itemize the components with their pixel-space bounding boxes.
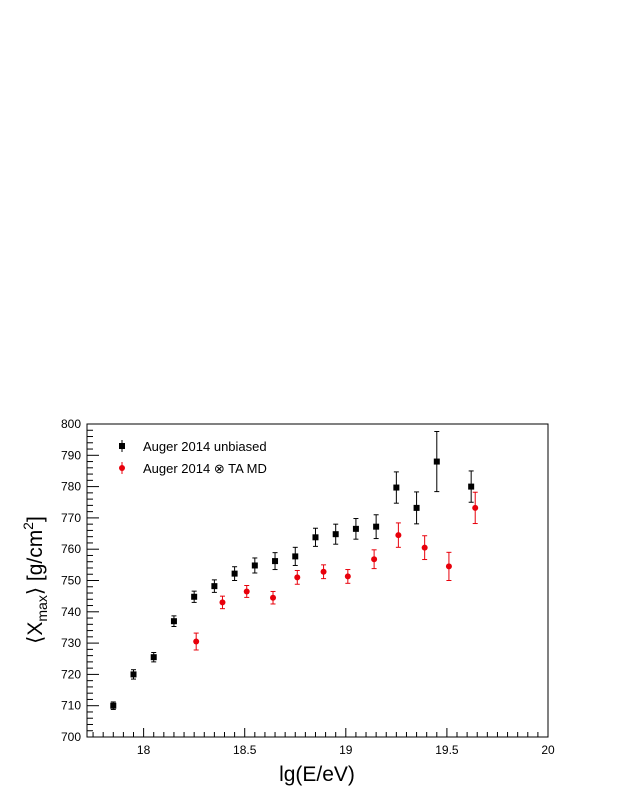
data-point-square bbox=[433, 458, 440, 465]
data-point-square bbox=[373, 523, 380, 530]
y-tick-label: 760 bbox=[61, 542, 81, 556]
data-point-square bbox=[332, 531, 339, 538]
y-tick-label: 720 bbox=[61, 667, 81, 681]
data-point-circle bbox=[371, 556, 378, 563]
data-point-square bbox=[211, 583, 218, 590]
data-point-circle bbox=[445, 563, 452, 570]
x-tick-label: 18.5 bbox=[233, 743, 257, 757]
data-point-square bbox=[251, 562, 258, 569]
y-tick-label: 750 bbox=[61, 574, 81, 588]
x-tick-label: 20 bbox=[541, 743, 555, 757]
data-point-square bbox=[352, 525, 359, 532]
data-point-circle bbox=[270, 594, 277, 601]
data-point-square bbox=[312, 534, 319, 541]
y-tick-label: 710 bbox=[61, 699, 81, 713]
legend-label-auger-ta-md: Auger 2014 ⊗ TA MD bbox=[143, 461, 267, 476]
data-point-square bbox=[468, 483, 475, 490]
legend-label-auger-unbiased: Auger 2014 unbiased bbox=[143, 439, 267, 454]
x-tick-label: 18 bbox=[137, 743, 151, 757]
data-point-square bbox=[413, 504, 420, 511]
y-tick-label: 800 bbox=[61, 417, 81, 431]
data-point-circle bbox=[421, 544, 428, 551]
data-point-square bbox=[292, 553, 299, 560]
y-tick-label: 700 bbox=[61, 730, 81, 744]
y-tick-label: 730 bbox=[61, 636, 81, 650]
legend-marker-auger-unbiased bbox=[119, 440, 125, 452]
axis-ticks bbox=[87, 423, 549, 738]
data-markers bbox=[110, 458, 479, 709]
data-point-circle bbox=[294, 574, 301, 581]
legend-symbol bbox=[119, 443, 125, 449]
data-point-square bbox=[170, 618, 177, 625]
data-point-square bbox=[231, 570, 238, 577]
legend: Auger 2014 unbiased Auger 2014 ⊗ TA MD bbox=[119, 439, 267, 476]
axis-tick-labels: 18 18.5 19 19.5 20 700 710 720 730 740 750 760 770 78… bbox=[61, 417, 555, 757]
data-point-square bbox=[150, 654, 157, 661]
x-tick-label: 19 bbox=[339, 743, 353, 757]
data-point-circle bbox=[472, 504, 479, 511]
data-point-circle bbox=[193, 638, 200, 645]
y-tick-label: 770 bbox=[61, 511, 81, 525]
data-point-circle bbox=[344, 573, 351, 580]
data-point-square bbox=[191, 593, 198, 600]
data-point-square bbox=[393, 484, 400, 491]
x-tick-label: 19.5 bbox=[435, 743, 459, 757]
data-point-circle bbox=[219, 599, 226, 606]
data-point-circle bbox=[320, 568, 327, 575]
y-axis-title: ⟨Xmax⟩ [g/cm2] bbox=[20, 516, 50, 644]
data-point-square bbox=[130, 671, 137, 678]
y-tick-label: 780 bbox=[61, 480, 81, 494]
legend-marker-auger-ta-md bbox=[119, 462, 125, 474]
data-point-circle bbox=[395, 532, 402, 539]
y-tick-label: 740 bbox=[61, 605, 81, 619]
x-axis-title: lg(E/eV) bbox=[279, 763, 355, 786]
y-tick-label: 790 bbox=[61, 448, 81, 462]
data-point-circle bbox=[243, 588, 250, 595]
legend-symbol bbox=[119, 465, 125, 471]
data-point-square bbox=[110, 702, 117, 709]
data-point-square bbox=[272, 558, 279, 565]
